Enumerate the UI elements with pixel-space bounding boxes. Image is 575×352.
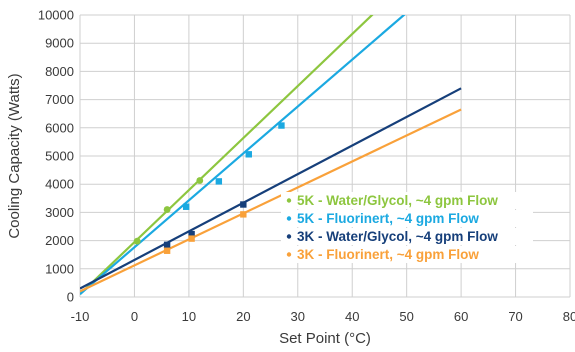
series-markers xyxy=(133,122,285,254)
series-2-point-1 xyxy=(188,230,195,238)
legend-item-backdrop xyxy=(281,246,533,263)
y-tick-label-9: 9000 xyxy=(45,36,74,51)
x-axis-title: Set Point (°C) xyxy=(279,330,371,347)
series-2-point-2 xyxy=(240,201,247,208)
x-tick-label-5: 40 xyxy=(345,309,359,324)
series-lines xyxy=(80,15,462,296)
legend-label: 3K - Water/Glycol, ~4 gpm Flow xyxy=(297,229,498,244)
series-1-point-1 xyxy=(215,178,223,185)
legend-label: 3K - Fluorinert, ~4 gpm Flow xyxy=(297,247,479,262)
y-tick-label-2: 2000 xyxy=(45,233,74,248)
series-line-1 xyxy=(80,15,406,296)
y-tick-label-10: 10000 xyxy=(38,8,74,23)
grid xyxy=(79,14,571,298)
legend-item-backdrop xyxy=(281,192,533,209)
y-axis-title: Cooling Capacity (Watts) xyxy=(6,73,23,238)
legend-label: 5K - Fluorinert, ~4 gpm Flow xyxy=(297,211,479,226)
x-tick-label-0: -10 xyxy=(71,309,90,324)
x-tick-labels: -10 0 10 20 30 40 50 60 70 80 xyxy=(71,309,575,324)
x-tick-label-4: 30 xyxy=(291,309,305,324)
series-0-point-2 xyxy=(196,177,204,184)
series-1-point-3 xyxy=(278,122,285,129)
y-tick-label-0: 0 xyxy=(67,290,74,305)
y-tick-label-7: 7000 xyxy=(45,92,74,107)
x-tick-label-7: 60 xyxy=(454,309,468,324)
y-tick-label-5: 5000 xyxy=(45,149,74,164)
series-line-0 xyxy=(80,15,374,295)
series-3-point-2 xyxy=(240,211,247,218)
y-tick-label-1: 1000 xyxy=(45,261,74,276)
y-tick-label-6: 6000 xyxy=(45,120,74,135)
legend-item-0: 5K - Water/Glycol, ~4 gpm Flow xyxy=(281,192,533,209)
x-tick-label-2: 10 xyxy=(182,309,196,324)
legend-bullet xyxy=(286,252,292,257)
legend-bullet xyxy=(286,198,292,203)
y-tick-label-4: 4000 xyxy=(45,177,74,192)
legend-item-2: 3K - Water/Glycol, ~4 gpm Flow xyxy=(281,228,533,245)
series-2-point-0 xyxy=(163,241,171,249)
x-tick-label-1: 0 xyxy=(131,309,138,324)
x-tick-label-8: 70 xyxy=(508,309,522,324)
series-0-point-0 xyxy=(133,237,141,245)
y-tick-label-8: 8000 xyxy=(45,64,74,79)
legend-label: 5K - Water/Glycol, ~4 gpm Flow xyxy=(297,193,498,208)
legend-item-1: 5K - Fluorinert, ~4 gpm Flow xyxy=(281,210,533,227)
legend-item-3: 3K - Fluorinert, ~4 gpm Flow xyxy=(281,246,533,263)
legend-bullet xyxy=(286,234,292,239)
series-1-point-0 xyxy=(182,203,190,210)
series-line-2 xyxy=(80,87,462,290)
legend-item-backdrop xyxy=(281,228,533,245)
legend-bullet xyxy=(286,216,292,221)
y-tick-label-3: 3000 xyxy=(45,205,74,220)
y-tick-labels: 0 1000 2000 3000 4000 5000 6000 7000 8000 9000 100… xyxy=(38,8,74,305)
legend: 5K - Water/Glycol, ~4 gpm Flow 5K - Fluor… xyxy=(281,192,533,263)
legend-item-backdrop xyxy=(281,210,533,227)
x-tick-label-3: 20 xyxy=(236,309,250,324)
series-line-3 xyxy=(80,108,462,293)
series-0-point-1 xyxy=(163,206,171,213)
x-tick-label-6: 50 xyxy=(399,309,413,324)
x-tick-label-9: 80 xyxy=(563,309,575,324)
series-1-point-2 xyxy=(245,151,252,158)
series-3-point-0 xyxy=(163,247,171,254)
series-3-point-1 xyxy=(188,235,195,242)
